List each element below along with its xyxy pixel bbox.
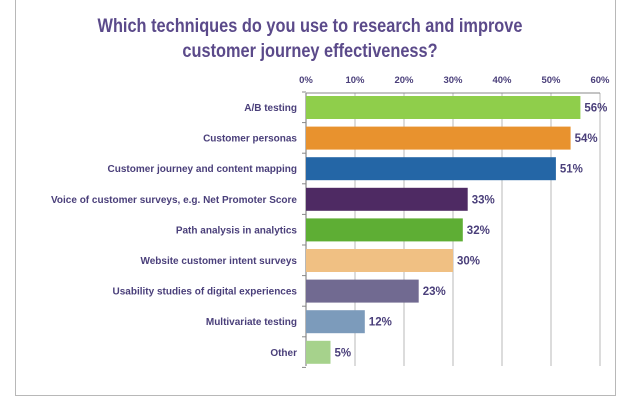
data-label: 5%	[335, 347, 352, 359]
x-tick-label: 50%	[541, 75, 561, 86]
chart-title-line-2: customer journey effectiveness?	[182, 41, 438, 62]
category-label: Customer journey and content mapping	[108, 164, 297, 175]
category-label: Multivariate testing	[206, 317, 297, 328]
bar	[306, 279, 419, 303]
chart-title-line-1: Which techniques do you use to research …	[97, 16, 523, 37]
data-label: 30%	[457, 256, 480, 268]
x-tick-label: 60%	[590, 75, 610, 86]
bar	[306, 187, 468, 211]
data-label: 12%	[369, 317, 392, 329]
category-label: A/B testing	[244, 103, 297, 114]
bar	[306, 157, 556, 181]
category-label: Other	[270, 348, 297, 359]
data-label: 23%	[423, 286, 446, 298]
x-tick-label: 0%	[299, 75, 313, 86]
x-tick-label: 40%	[492, 75, 512, 86]
bar	[306, 340, 331, 364]
bar	[306, 249, 453, 272]
bar	[306, 96, 581, 119]
x-tick-label: 20%	[394, 75, 414, 86]
data-label: 56%	[584, 103, 607, 115]
chart-frame	[15, 0, 616, 396]
bar	[306, 310, 365, 334]
x-tick-label: 10%	[345, 75, 365, 86]
data-label: 54%	[575, 133, 598, 145]
data-label: 32%	[467, 225, 490, 237]
data-label: 51%	[560, 164, 583, 176]
bar	[306, 218, 463, 242]
category-label: Website customer intent surveys	[140, 256, 297, 267]
category-label: Customer personas	[203, 134, 297, 145]
bar	[306, 126, 571, 150]
category-label: Path analysis in analytics	[176, 225, 298, 236]
category-label: Usability studies of digital experiences	[112, 287, 297, 298]
category-label: Voice of customer surveys, e.g. Net Prom…	[51, 195, 297, 206]
x-tick-label: 30%	[443, 75, 463, 86]
chart-title: Which techniques do you use to research …	[43, 14, 576, 64]
data-label: 33%	[472, 194, 495, 206]
